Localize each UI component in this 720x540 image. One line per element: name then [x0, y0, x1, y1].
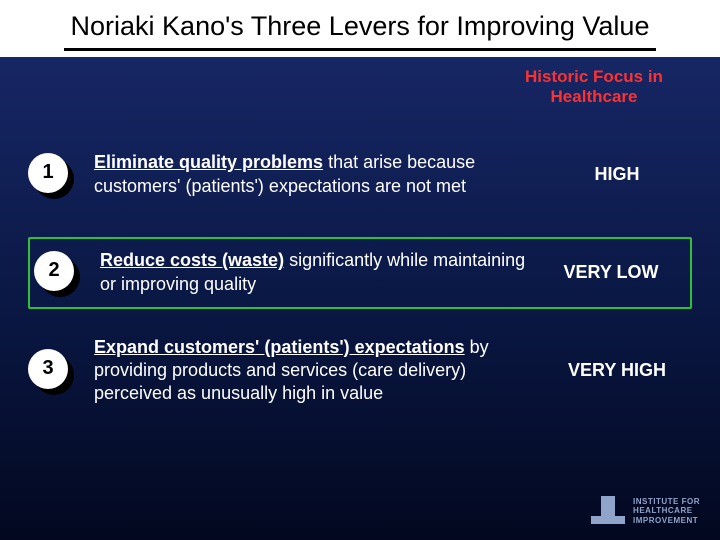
footer-logo: INSTITUTE FOR HEALTHCARE IMPROVEMENT: [591, 496, 700, 526]
lever-lead: Eliminate quality problems: [94, 152, 323, 172]
lever-badge: 1: [28, 153, 72, 197]
slide-title: Noriaki Kano's Three Levers for Improvin…: [40, 10, 680, 44]
column-header-focus: Historic Focus in Healthcare: [504, 67, 684, 108]
lever-lead: Reduce costs (waste): [100, 250, 284, 270]
title-block: Noriaki Kano's Three Levers for Improvin…: [0, 0, 720, 57]
lever-text: Eliminate quality problems that arise be…: [94, 151, 542, 198]
header-right-l2: Healthcare: [551, 87, 638, 106]
lever-row-highlighted: 2 Reduce costs (waste) significantly whi…: [28, 237, 692, 309]
title-rule: [64, 48, 656, 51]
lever-badge: 2: [34, 251, 78, 295]
lever-text: Expand customers' (patients') expectatio…: [94, 336, 542, 406]
levers-list: 1 Eliminate quality problems that arise …: [28, 139, 692, 407]
lever-focus: VERY LOW: [536, 262, 686, 283]
lever-number: 3: [28, 349, 68, 389]
logo-line: HEALTHCARE: [633, 506, 693, 515]
lever-number: 2: [34, 251, 74, 291]
logo-line: INSTITUTE FOR: [633, 497, 700, 506]
lever-lead: Expand customers' (patients') expectatio…: [94, 337, 465, 357]
lever-row: 1 Eliminate quality problems that arise …: [28, 139, 692, 211]
lever-focus: HIGH: [542, 164, 692, 185]
logo-mark-icon: [591, 496, 625, 526]
lever-row: 3 Expand customers' (patients') expectat…: [28, 335, 692, 407]
logo-text: INSTITUTE FOR HEALTHCARE IMPROVEMENT: [633, 497, 700, 525]
lever-number: 1: [28, 153, 68, 193]
lever-focus: VERY HIGH: [542, 360, 692, 381]
lever-badge: 3: [28, 349, 72, 393]
logo-line: IMPROVEMENT: [633, 516, 698, 525]
header-right-l1: Historic Focus in: [525, 67, 663, 86]
lever-text: Reduce costs (waste) significantly while…: [100, 249, 536, 296]
content-area: Historic Focus in Healthcare 1 Eliminate…: [0, 57, 720, 407]
